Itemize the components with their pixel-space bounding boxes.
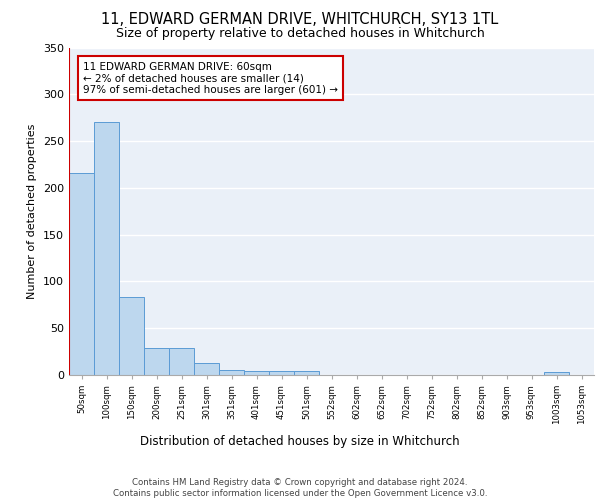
Bar bbox=[294, 372, 319, 375]
Text: Size of property relative to detached houses in Whitchurch: Size of property relative to detached ho… bbox=[116, 28, 484, 40]
Bar bbox=[169, 348, 194, 375]
Bar bbox=[144, 348, 169, 375]
Text: 11, EDWARD GERMAN DRIVE, WHITCHURCH, SY13 1TL: 11, EDWARD GERMAN DRIVE, WHITCHURCH, SY1… bbox=[101, 12, 499, 28]
Text: Contains HM Land Registry data © Crown copyright and database right 2024.
Contai: Contains HM Land Registry data © Crown c… bbox=[113, 478, 487, 498]
Bar bbox=[94, 122, 119, 375]
Text: Distribution of detached houses by size in Whitchurch: Distribution of detached houses by size … bbox=[140, 435, 460, 448]
Bar bbox=[69, 173, 94, 375]
Bar bbox=[119, 298, 144, 375]
Bar bbox=[219, 370, 244, 375]
Y-axis label: Number of detached properties: Number of detached properties bbox=[28, 124, 37, 299]
Bar bbox=[244, 372, 269, 375]
Bar bbox=[269, 372, 294, 375]
Text: 11 EDWARD GERMAN DRIVE: 60sqm
← 2% of detached houses are smaller (14)
97% of se: 11 EDWARD GERMAN DRIVE: 60sqm ← 2% of de… bbox=[83, 62, 338, 94]
Bar bbox=[194, 363, 219, 375]
Bar bbox=[544, 372, 569, 375]
